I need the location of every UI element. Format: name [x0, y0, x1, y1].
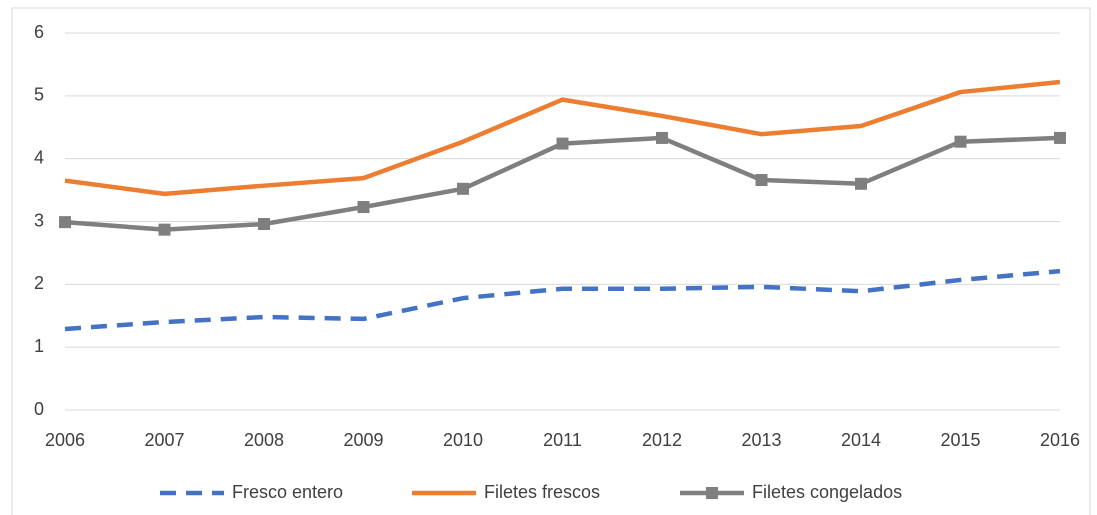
- legend-label: Filetes frescos: [484, 482, 600, 502]
- x-tick-label: 2012: [642, 430, 682, 450]
- marker: [656, 131, 668, 144]
- y-tick-label: 2: [34, 273, 44, 293]
- x-tick-label: 2006: [45, 430, 85, 450]
- legend-label: Filetes congelados: [752, 482, 902, 502]
- y-tick-label: 3: [34, 210, 44, 230]
- marker: [1054, 131, 1066, 144]
- marker: [158, 223, 171, 236]
- marker: [755, 174, 768, 187]
- x-tick-label: 2015: [940, 430, 980, 450]
- marker: [59, 216, 71, 229]
- x-tick-label: 2008: [244, 430, 284, 450]
- y-tick-label: 6: [34, 22, 44, 42]
- marker: [357, 201, 370, 214]
- legend-marker: [706, 487, 718, 499]
- chart-frame: [11, 7, 1091, 515]
- marker: [954, 135, 967, 148]
- series-line: [64, 79, 1061, 197]
- marker: [258, 218, 270, 231]
- x-tick-label: 2007: [144, 430, 184, 450]
- x-tick-label: 2010: [443, 430, 483, 450]
- y-tick-label: 4: [34, 147, 44, 167]
- x-tick-label: 2013: [741, 430, 781, 450]
- x-tick-label: 2016: [1040, 430, 1080, 450]
- x-tick-label: 2011: [543, 430, 582, 450]
- y-tick-label: 0: [34, 399, 44, 419]
- y-tick-label: 5: [34, 85, 44, 105]
- marker: [855, 177, 867, 190]
- legend-label: Fresco entero: [232, 482, 343, 502]
- marker: [556, 137, 569, 150]
- marker: [457, 182, 469, 195]
- series-line: [64, 268, 1061, 332]
- x-tick-label: 2009: [343, 430, 383, 450]
- y-tick-label: 1: [34, 336, 44, 356]
- x-tick-label: 2014: [841, 430, 881, 450]
